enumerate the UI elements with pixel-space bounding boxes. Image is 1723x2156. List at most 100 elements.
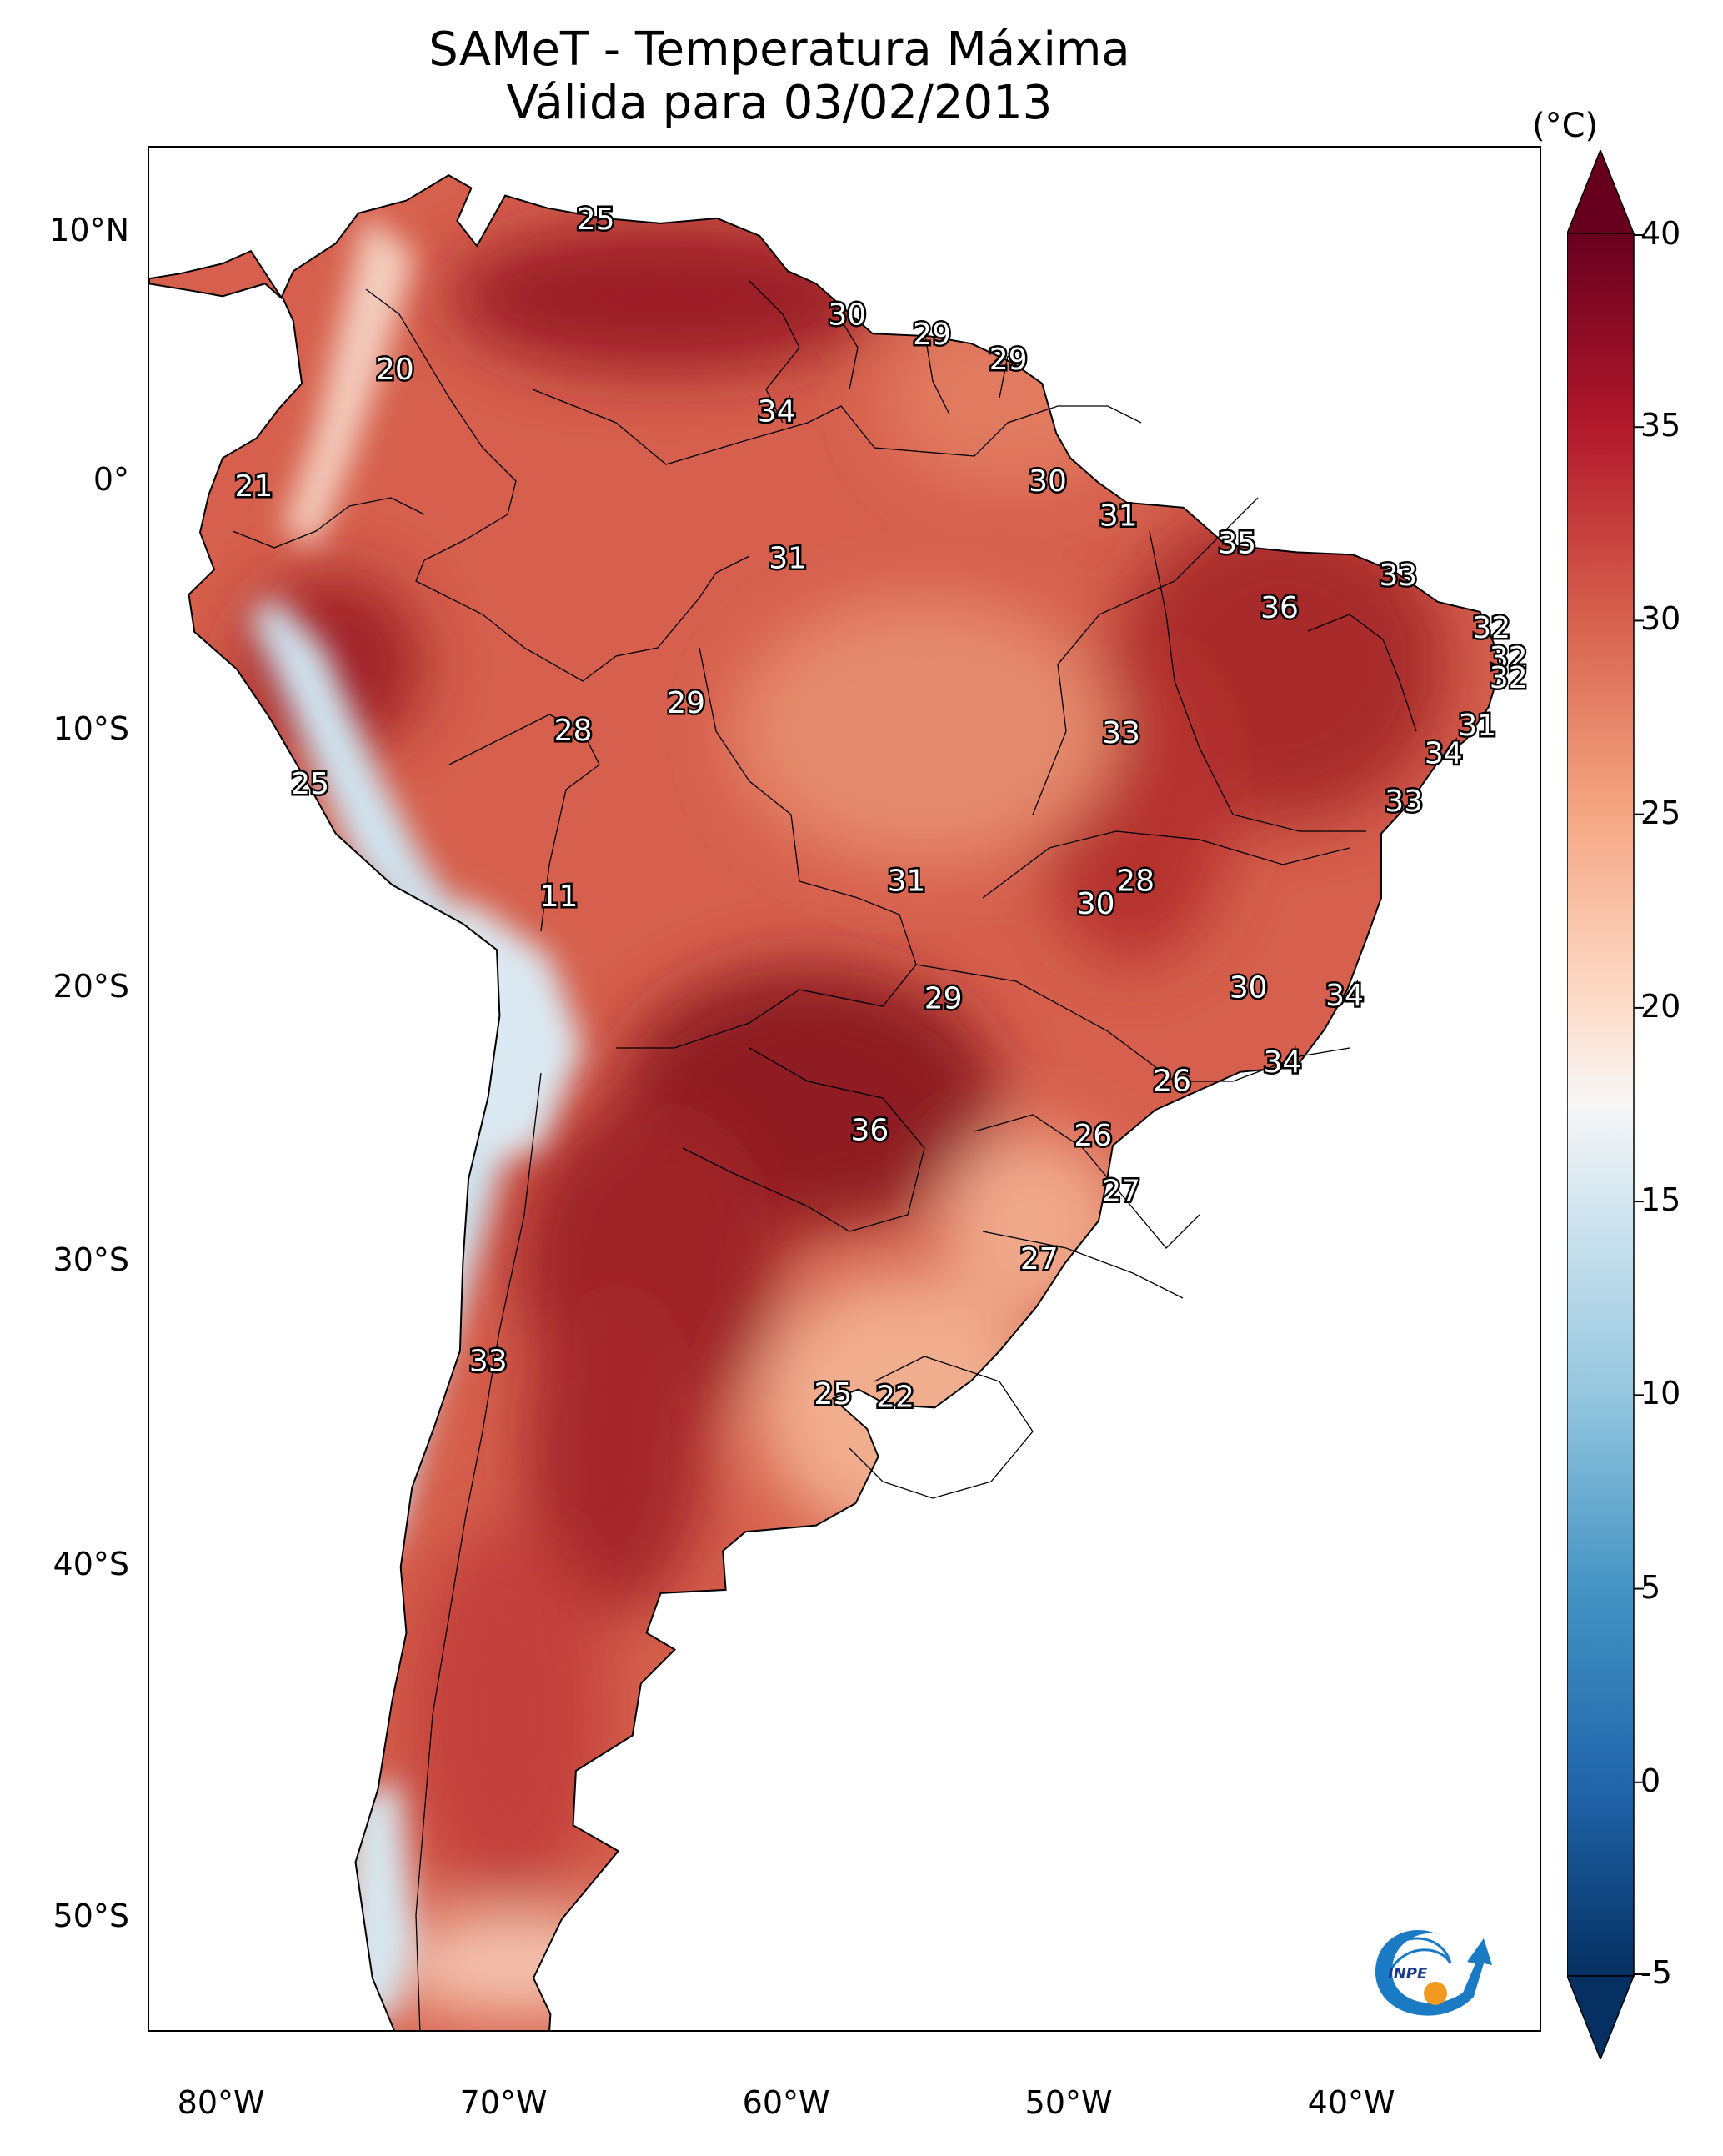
- temperature-label: 30: [1029, 464, 1067, 499]
- border-brazil-west: [532, 389, 1142, 465]
- border-guianas: [832, 305, 1009, 415]
- colorbar-tick-label: 10: [1640, 1375, 1681, 1412]
- colombia-andes-cool: [283, 214, 416, 548]
- colorbar-tick-label: 15: [1640, 1181, 1681, 1219]
- border-brazil-states-1: [1032, 497, 1259, 815]
- temperature-label: 34: [1263, 1045, 1301, 1080]
- hot-spot-venezuela: [449, 223, 883, 373]
- logo-orbit-icon: [1380, 1937, 1452, 1968]
- border-brazil-states-7: [1307, 614, 1417, 732]
- border-uruguay: [849, 1356, 1034, 1499]
- hot-spot-cuyo: [524, 1281, 708, 1615]
- temperature-label: 25: [814, 1377, 852, 1411]
- border-colombia: [365, 288, 517, 561]
- border-venezuela-guyana: [749, 280, 800, 424]
- mild-amazon: [733, 598, 1116, 865]
- temperature-label: 29: [667, 686, 705, 720]
- temperature-label: 32: [1490, 661, 1528, 695]
- temperature-label: 33: [1385, 785, 1423, 819]
- temperature-label: 27: [1102, 1175, 1140, 1209]
- temperature-label: 32: [1472, 611, 1510, 645]
- map-title: SAMeT - Temperatura Máxima Válida para 0…: [0, 23, 1559, 130]
- temperature-label: 29: [924, 981, 963, 1015]
- border-amazon-south: [415, 555, 750, 682]
- temperature-label: 11: [540, 880, 579, 914]
- temperature-label: 34: [1325, 979, 1364, 1013]
- latitude-tick-label: 10°N: [49, 212, 129, 248]
- longitude-tick-label: 50°W: [1024, 2084, 1113, 2121]
- inpe-logo: INPE: [1375, 1930, 1492, 2016]
- temperature-label: 34: [1425, 736, 1463, 770]
- temperature-label: 29: [989, 343, 1028, 377]
- temperature-label: 36: [850, 1114, 889, 1148]
- coastline: [149, 174, 1501, 2030]
- colorbar-tick-label: -5: [1640, 1954, 1672, 1991]
- temperature-label: 26: [1153, 1065, 1191, 1099]
- temperature-label: 33: [469, 1344, 508, 1378]
- hot-spot-patagonia: [408, 1523, 608, 1907]
- temperature-label: 28: [1116, 864, 1155, 898]
- temperature-label: 20: [376, 353, 414, 387]
- colorbar-tick-label: 0: [1640, 1762, 1661, 1799]
- temperature-label: 25: [291, 767, 329, 801]
- temperature-label: 31: [769, 541, 807, 575]
- colorbar-tick-label: 25: [1640, 794, 1681, 831]
- colorbar-tick-label: 30: [1640, 600, 1681, 638]
- temperature-label: 31: [1099, 499, 1138, 534]
- colorbar-ticks: [1634, 234, 1644, 1975]
- latitude-tick-label: 50°S: [53, 1898, 129, 1934]
- temperature-label: 25: [577, 203, 615, 237]
- temperature-label: 30: [1230, 971, 1268, 1005]
- temperature-label: 33: [1379, 559, 1417, 593]
- colorbar-tick-label: 5: [1640, 1568, 1661, 1606]
- longitude-tick-label: 80°W: [177, 2084, 265, 2121]
- border-brazil-states-4: [974, 1114, 1200, 1249]
- map-panel: 25 20 30 29 29 34 21 30 31 35 31 33 36 32 32 32 29 28 33 31…: [148, 146, 1541, 2032]
- logo-sun-icon: [1424, 1982, 1447, 2005]
- temperature-label: 35: [1218, 527, 1256, 561]
- longitude-tick-label: 40°W: [1307, 2084, 1395, 2121]
- colorbar-tick-label: 40: [1640, 215, 1681, 252]
- temperature-label: 32: [1490, 641, 1528, 675]
- temperature-label: 31: [888, 864, 926, 898]
- temperature-label: 31: [1458, 709, 1496, 743]
- logo-arrow-icon: [1375, 1930, 1492, 2016]
- temperature-label: 28: [554, 714, 593, 748]
- temperature-label: 26: [1074, 1119, 1112, 1153]
- logo-text: INPE: [1388, 1965, 1428, 1983]
- colorbar-tick-label: 35: [1640, 407, 1681, 444]
- mild-tip: [383, 1915, 649, 2015]
- border-peru-bolivia: [448, 714, 600, 932]
- border-brazil-states-2: [982, 830, 1350, 899]
- border-brazil-states-3: [915, 964, 1350, 1082]
- temperature-label: 21: [234, 469, 273, 504]
- colorbar: [1567, 150, 1644, 2059]
- temperature-label: 30: [1077, 887, 1115, 921]
- land-fill-group: [149, 174, 1501, 2030]
- temperature-label: 22: [876, 1381, 914, 1415]
- longitude-tick-label: 60°W: [742, 2084, 830, 2121]
- border-argentina-chile: [415, 1072, 542, 2030]
- border-brazil-states-6: [1149, 530, 1366, 832]
- latitude-tick-label: 30°S: [53, 1241, 129, 1279]
- temperature-label: 33: [1102, 716, 1140, 750]
- title-line-2: Válida para 03/02/2013: [506, 76, 1053, 130]
- temperature-label: 27: [1020, 1242, 1059, 1276]
- border-ecuador-peru: [232, 497, 425, 549]
- border-paraguay: [682, 1047, 925, 1232]
- colorbar-unit: (°C): [1532, 107, 1599, 145]
- temperature-label: 36: [1260, 591, 1299, 625]
- longitude-tick-label: 70°W: [459, 2084, 548, 2121]
- border-brazil-states-5: [982, 1231, 1184, 1299]
- title-line-1: SAMeT - Temperatura Máxima: [428, 23, 1130, 77]
- latitude-tick-label: 40°S: [53, 1545, 129, 1582]
- colorbar-tick-label: 20: [1640, 987, 1681, 1025]
- temperature-label: 30: [828, 298, 866, 332]
- country-borders: [232, 280, 1417, 2030]
- latitude-tick-label: 20°S: [53, 967, 129, 1005]
- border-bolivia-brazil: [616, 647, 917, 1049]
- latitude-tick-label: 0°: [93, 461, 129, 499]
- colorbar-bottom-extend: [1567, 1975, 1635, 2059]
